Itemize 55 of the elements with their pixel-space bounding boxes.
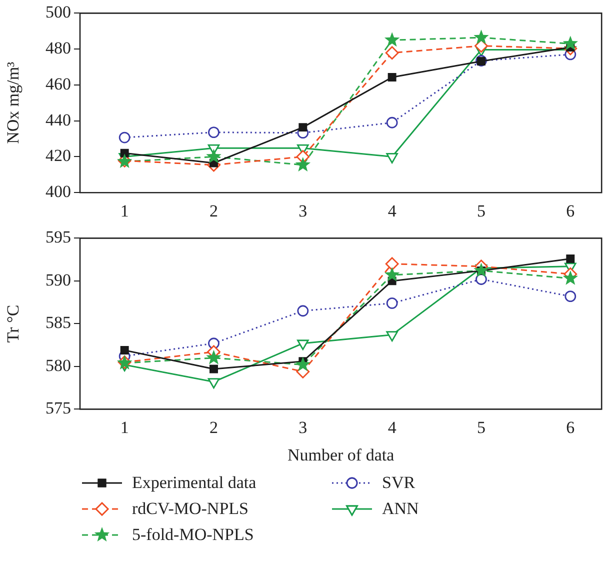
x-tick-label: 6 (566, 201, 575, 220)
y-axis-title: NOx mg/m³ (4, 62, 23, 144)
legend-label: Experimental data (132, 473, 256, 493)
y-tick-label: 580 (46, 356, 71, 375)
point (474, 39, 488, 53)
point (206, 148, 222, 164)
point (208, 126, 220, 138)
y-tick-label: 400 (46, 182, 71, 202)
point (120, 346, 129, 354)
y-tick-label: 480 (46, 38, 71, 58)
x-tick-label: 4 (388, 418, 397, 437)
point (206, 350, 222, 364)
x-tick-label: 2 (209, 201, 218, 220)
x-tick-label: 5 (476, 418, 486, 437)
point (298, 123, 308, 132)
point (210, 364, 218, 374)
x-tick-label: 1 (120, 201, 129, 220)
x-tick-label: 5 (476, 201, 486, 220)
point (384, 32, 400, 47)
y-tick-label: 585 (46, 313, 71, 332)
x-axis-title: Number of data (287, 445, 395, 464)
point (295, 156, 311, 172)
point (388, 73, 396, 82)
point (474, 30, 489, 44)
x-tick-label: 3 (298, 201, 308, 220)
y-tick-label: 595 (46, 228, 71, 247)
point (118, 132, 130, 144)
x-tick-label: 1 (120, 418, 129, 437)
legend-label: 5-fold-MO-NPLS (132, 525, 254, 545)
y-tick-label: 500 (46, 2, 71, 22)
x-tick-label: 2 (209, 418, 218, 437)
point (120, 148, 129, 158)
x-tick-label: 4 (388, 201, 397, 220)
point (566, 254, 575, 263)
legend-label: ANN (382, 499, 419, 519)
point (295, 356, 311, 372)
point (385, 257, 399, 271)
y-tick-label: 460 (46, 74, 71, 94)
y-tick-label: 440 (46, 110, 71, 130)
point (385, 46, 399, 60)
point (564, 290, 576, 302)
y-tick-label: 590 (46, 270, 71, 290)
y-tick-label: 575 (46, 398, 71, 418)
y-axis-title: Tr °C (4, 304, 23, 343)
point (562, 36, 578, 50)
point (386, 116, 398, 128)
point (386, 297, 398, 309)
point (384, 266, 400, 282)
legend-label: rdCV-MO-NPLS (132, 499, 249, 519)
legend-label: SVR (382, 473, 416, 493)
point (562, 270, 578, 285)
x-tick-label: 3 (298, 418, 308, 437)
y-tick-label: 420 (46, 146, 71, 166)
point (297, 305, 309, 317)
x-tick-label: 6 (566, 418, 575, 437)
